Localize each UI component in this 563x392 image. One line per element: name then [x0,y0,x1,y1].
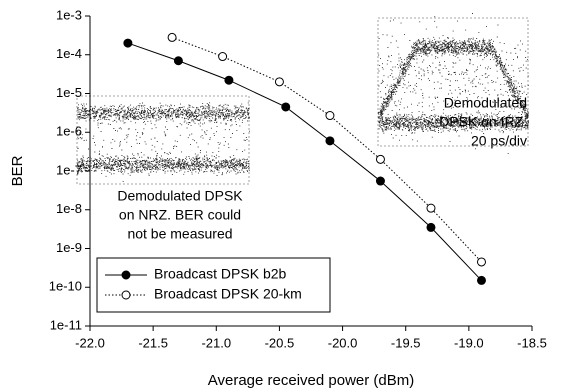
chart: Average received power (dBm) BER 1e-11 1e… [0,0,563,392]
data-point [225,76,233,84]
legend-label: Broadcast DPSK 20-km [154,286,302,302]
data-point [219,53,227,61]
annotation: 20 ps/div [471,133,527,149]
annotation: DPSK on IRZ. [439,114,527,130]
y-tick-label: 1e-4 [56,46,82,61]
data-point [427,223,435,231]
page: {"chart_data": {"type": "line", "xlabel"… [0,0,563,392]
annotation: Demodulated [444,95,527,111]
legend-marker [122,271,130,279]
x-tick-label: -20.0 [328,335,358,350]
y-tick-label: 1e-7 [56,162,82,177]
data-point [174,57,182,65]
x-tick-label: -19.5 [391,335,421,350]
x-tick-label: -21.0 [201,335,231,350]
annotation: Demodulated DPSK [117,188,243,204]
data-point [477,276,485,284]
y-tick-label: 1e-6 [56,124,82,139]
legend-marker [122,291,130,299]
y-tick-label: 1e-5 [56,85,82,100]
data-point [376,155,384,163]
data-point [477,258,485,266]
data-point [282,103,290,111]
annotation: on NRZ. BER could [119,207,241,223]
y-tick-label: 1e-11 [50,317,82,332]
x-tick-label: -18.5 [517,335,547,350]
legend-label: Broadcast DPSK b2b [154,266,287,282]
x-axis-title: Average received power (dBm) [208,372,414,389]
data-point [124,39,132,47]
y-tick-label: 1e-3 [56,7,82,22]
x-tick-label: -20.5 [265,335,295,350]
y-tick-label: 1e-8 [56,201,82,216]
y-tick-label: 1e-10 [49,279,82,294]
x-tick-label: -19.0 [454,335,484,350]
y-tick-label: 1e-9 [56,240,82,255]
data-point [326,137,334,145]
data-point [168,33,176,41]
data-point [376,177,384,185]
data-point [427,204,435,212]
data-point [275,78,283,86]
y-axis-title: BER [9,155,26,186]
x-tick-label: -22.0 [75,335,105,350]
x-tick-label: -21.5 [138,335,168,350]
annotation: not be measured [127,226,232,242]
data-point [326,112,334,120]
